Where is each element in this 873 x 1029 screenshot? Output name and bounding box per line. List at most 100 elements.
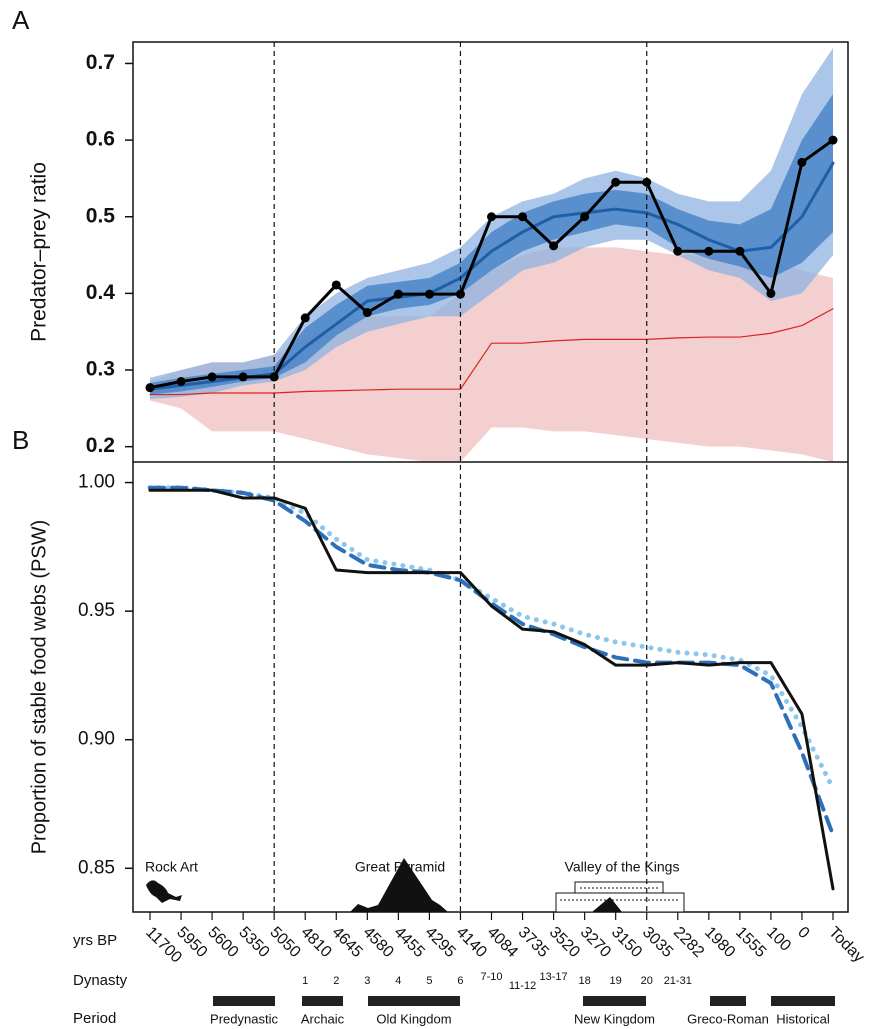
point <box>797 157 807 167</box>
x-tick-label: Today <box>825 924 867 966</box>
dynasty-label: Dynasty <box>73 972 128 989</box>
band <box>150 94 833 395</box>
x-tick-label: 2282 <box>670 924 707 961</box>
x-tick-label: 0 <box>794 924 812 942</box>
dynasty-number: 3 <box>364 975 370 987</box>
dynasty-number: 7-10 <box>480 971 502 983</box>
band <box>150 247 833 462</box>
x-tick-label: 4295 <box>422 924 459 961</box>
point <box>518 212 528 222</box>
point <box>766 288 776 298</box>
series-line <box>148 161 835 391</box>
annotation: Valley of the Kings <box>565 859 680 875</box>
point <box>735 246 745 256</box>
annotation: Rock Art <box>145 859 198 875</box>
y-tick-label: 0.5 <box>86 204 116 227</box>
y-tick-label: 0.6 <box>86 128 115 151</box>
x-tick-label: 3150 <box>608 924 645 961</box>
y-tick-label: 0.4 <box>86 281 116 304</box>
point <box>238 372 248 382</box>
dynasty-number: 20 <box>641 975 653 987</box>
series-line <box>149 308 834 396</box>
period-name: Archaic <box>301 1011 345 1026</box>
x-tick-label: 4580 <box>359 924 396 961</box>
point <box>207 372 217 382</box>
dynasty-number: 6 <box>457 975 463 987</box>
point <box>642 177 652 187</box>
x-tick-label: 4810 <box>297 924 334 961</box>
point <box>580 212 590 222</box>
point <box>300 313 310 323</box>
y-tick-label: 0.85 <box>78 857 115 878</box>
y-axis-label: Proportion of stable food webs (PSW) <box>28 520 50 855</box>
period-label: Period <box>73 1010 116 1027</box>
dynasty-number: 5 <box>426 975 432 987</box>
period-bar <box>583 996 646 1006</box>
dynasty-number: 21-31 <box>664 975 692 987</box>
pyramid-icon <box>350 858 448 912</box>
point <box>673 246 683 256</box>
x-tick-label: 3270 <box>577 924 614 961</box>
point <box>145 383 155 393</box>
band <box>150 48 833 400</box>
period-bar <box>710 996 746 1006</box>
y-tick-label: 0.95 <box>78 600 115 621</box>
series-line <box>147 485 836 792</box>
x-tick-label: 4140 <box>453 924 490 961</box>
point <box>393 289 403 299</box>
panel-a-plot <box>145 48 838 462</box>
point <box>362 308 372 318</box>
y-tick-label: 1.00 <box>78 472 115 493</box>
dynasty-number: 19 <box>610 975 622 987</box>
panel-label: A <box>12 5 30 35</box>
x-tick-label: 5350 <box>235 924 272 961</box>
x-tick-label: 4084 <box>484 924 521 961</box>
x-tick-label: 3520 <box>546 924 583 961</box>
x-axis-label: yrs BP <box>73 932 117 949</box>
annotation: Great Pyramid <box>355 859 445 875</box>
point <box>331 280 341 290</box>
period-bar <box>302 996 343 1006</box>
series-line <box>148 488 835 891</box>
period-name: New Kingdom <box>574 1011 655 1026</box>
period-bar <box>771 996 835 1006</box>
point <box>487 212 496 222</box>
point <box>704 246 714 256</box>
x-tick-label: 5050 <box>266 924 303 961</box>
period-bar <box>368 996 460 1006</box>
x-tick-label: 3735 <box>515 924 552 961</box>
x-tick-label: 4645 <box>328 924 365 961</box>
period-name: Historical <box>776 1011 830 1026</box>
x-tick-label: 3035 <box>639 924 676 961</box>
dynasty-number: 18 <box>579 975 591 987</box>
dynasty-number: 4 <box>395 975 401 987</box>
point <box>424 289 434 299</box>
y-tick-label: 0.7 <box>86 51 115 74</box>
plot-frame <box>132 41 849 913</box>
period-bar <box>213 996 275 1006</box>
dynasty-number: 2 <box>333 975 339 987</box>
point <box>176 377 186 387</box>
period-name: Old Kingdom <box>376 1011 451 1026</box>
x-tick-label: 5600 <box>204 924 241 961</box>
dynasty-number: 11-12 <box>509 980 536 992</box>
y-axis-label: Predator–prey ratio <box>28 162 51 342</box>
dynasty-number: 13-17 <box>540 971 568 983</box>
point <box>828 135 838 145</box>
temple-icon <box>555 881 685 913</box>
rock-art-icon <box>146 880 182 903</box>
y-tick-label: 0.90 <box>78 729 115 750</box>
period-name: Greco-Roman <box>687 1011 769 1026</box>
series-line <box>148 485 835 837</box>
panel-label: B <box>12 425 29 455</box>
y-tick-label: 0.2 <box>86 434 115 457</box>
x-tick-label: 1555 <box>732 924 769 961</box>
y-tick-label: 0.3 <box>86 358 115 381</box>
panel-b-plot <box>147 485 836 891</box>
x-tick-label: 1980 <box>701 924 738 961</box>
point <box>549 241 559 251</box>
dynasty-number: 1 <box>302 975 308 987</box>
x-tick-label: 4455 <box>391 924 428 961</box>
period-name: Predynastic <box>210 1011 278 1026</box>
